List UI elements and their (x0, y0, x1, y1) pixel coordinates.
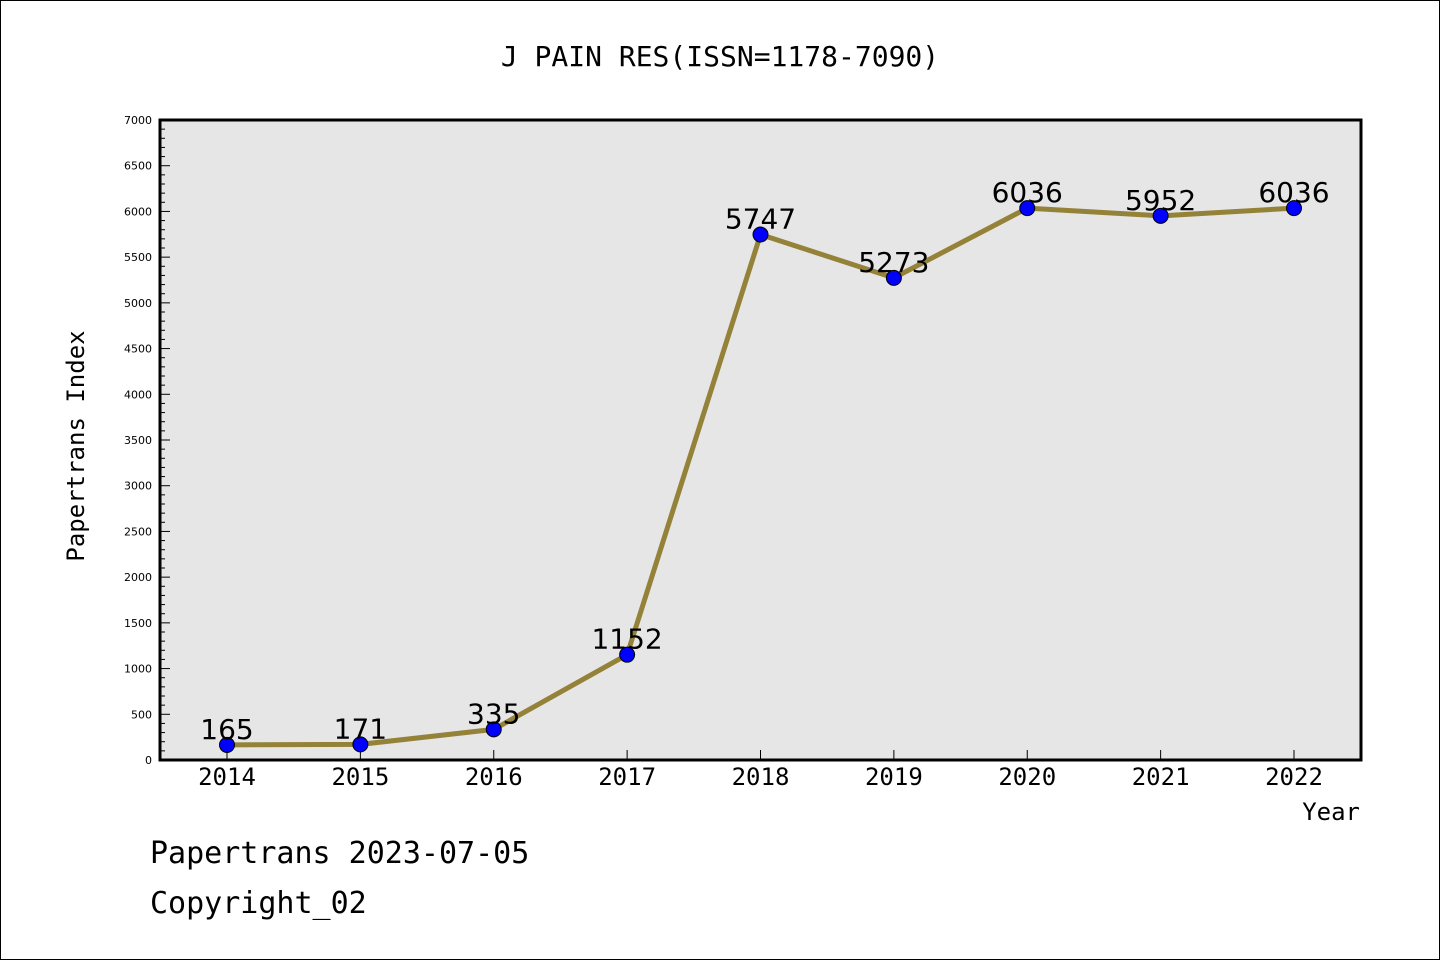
data-labels: 165 171 335 1152 5747 5273 6036 5952 6036 (200, 176, 1329, 746)
x-tick-label: 2019 (865, 763, 923, 791)
x-tick-label: 2017 (598, 763, 656, 791)
data-point (1152, 207, 1169, 224)
data-label: 1152 (591, 623, 662, 656)
series-group (219, 200, 1302, 753)
x-axis-title: Year (1302, 798, 1360, 826)
y-tick-label: 6000 (124, 205, 152, 218)
y-axis: 0 500 1000 1500 2000 2500 3000 3500 4000 4500 5000… (124, 114, 170, 767)
data-point (352, 736, 369, 753)
data-point (619, 646, 636, 663)
data-label: 6036 (992, 176, 1063, 209)
data-label: 335 (467, 697, 520, 730)
data-point (1019, 200, 1036, 217)
y-tick-label: 5500 (124, 251, 152, 264)
y-tick-label: 3000 (124, 480, 152, 493)
data-label: 5747 (725, 203, 796, 236)
y-tick-label: 4000 (124, 388, 152, 401)
y-tick-label: 1500 (124, 617, 152, 630)
data-label: 171 (334, 712, 387, 745)
data-label: 6036 (1258, 176, 1329, 209)
y-axis-title: Papertrans Index (62, 330, 90, 561)
x-tick-label: 2022 (1265, 763, 1323, 791)
chart-title: J PAIN RES(ISSN=1178-7090) (501, 40, 939, 73)
x-tick-label: 2018 (732, 763, 790, 791)
x-tick-label: 2014 (198, 763, 256, 791)
y-tick-label: 0 (145, 754, 152, 767)
data-label: 5273 (858, 246, 929, 279)
y-tick-label: 2000 (124, 571, 152, 584)
data-point (885, 269, 902, 286)
y-tick-label: 5000 (124, 297, 152, 310)
y-tick-label: 3500 (124, 434, 152, 447)
y-tick-label: 2500 (124, 525, 152, 538)
y-tick-label: 7000 (124, 114, 152, 127)
y-tick-label: 500 (131, 708, 152, 721)
footer-date: Papertrans 2023-07-05 (150, 836, 529, 871)
x-axis: 2014 2015 2016 2017 2018 2019 2020 2021 2022 (198, 750, 1323, 791)
x-tick-label: 2016 (465, 763, 523, 791)
data-point (752, 226, 769, 243)
data-label: 165 (200, 713, 253, 746)
x-tick-label: 2015 (331, 763, 389, 791)
data-point (485, 721, 502, 738)
x-tick-label: 2020 (998, 763, 1056, 791)
data-point (219, 736, 235, 753)
y-tick-label: 6500 (124, 160, 152, 173)
y-tick-label: 1000 (124, 663, 152, 676)
data-label: 5952 (1125, 184, 1196, 217)
y-tick-label: 4500 (124, 343, 152, 356)
data-point (1286, 200, 1302, 217)
x-tick-label: 2021 (1132, 763, 1190, 791)
footer-copyright: Copyright_02 (150, 886, 367, 921)
